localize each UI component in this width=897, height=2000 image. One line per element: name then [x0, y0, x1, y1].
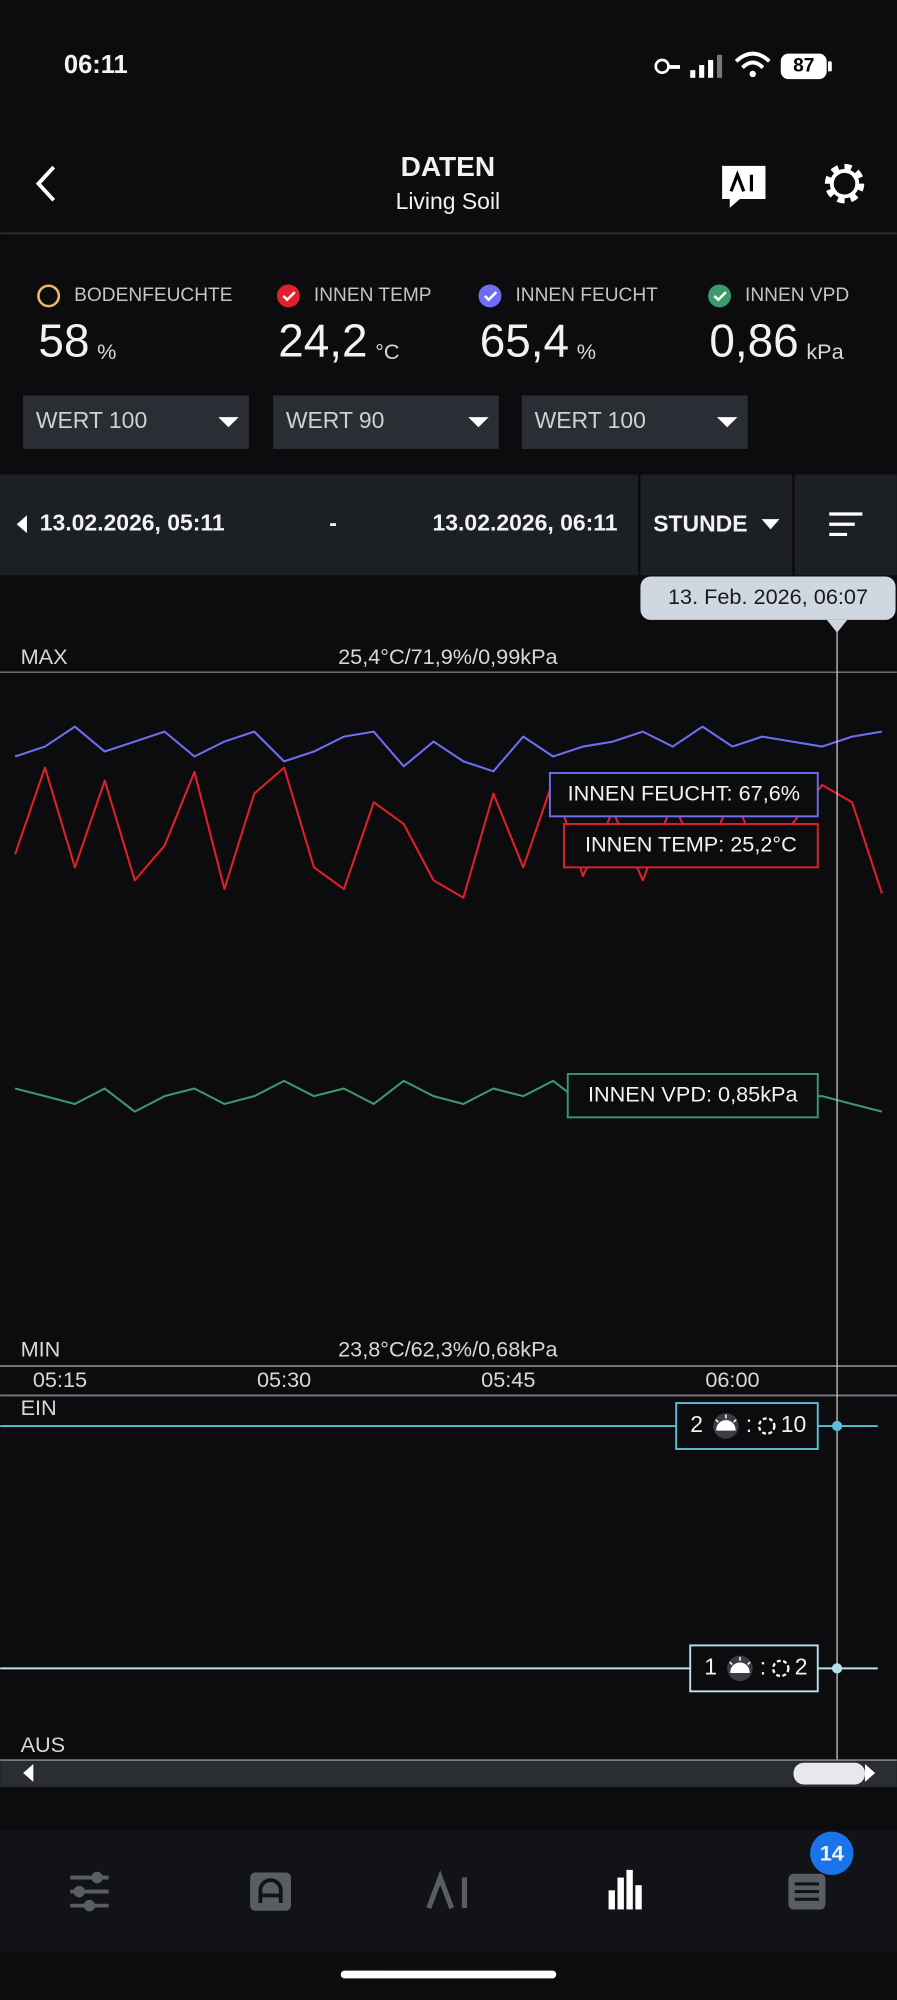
sensor-label: INNEN FEUCHT	[515, 285, 658, 306]
check-mark	[282, 291, 296, 302]
status-time: 06:11	[64, 51, 128, 79]
sensor-value: 24,2	[278, 315, 367, 367]
x-tick-label: 05:15	[33, 1367, 87, 1392]
switch-off: 10	[781, 1411, 807, 1437]
sensor-row: BODENFEUCHTE 58 % INNEN TEMP 24,2 °C INNEN FEU…	[37, 284, 849, 367]
scroll-thumb[interactable]	[793, 1762, 865, 1785]
sensor-label: INNEN TEMP	[314, 285, 432, 306]
cursor-label-box	[640, 576, 896, 620]
dropdown[interactable]	[23, 395, 249, 449]
sensor-label: BODENFEUCHTE	[74, 285, 232, 306]
switch-bottom-label: AUS	[21, 1732, 66, 1757]
cursor-pointer	[826, 619, 848, 633]
sensor-value: 0,86	[709, 315, 798, 367]
min-label: MIN	[21, 1336, 61, 1361]
sensor-toggle[interactable]	[276, 284, 300, 308]
switch-off: 2	[795, 1653, 808, 1679]
series-line	[14, 725, 883, 773]
header-title: DATEN	[401, 151, 496, 182]
date-bar	[0, 474, 897, 576]
tooltip-box	[548, 772, 819, 818]
tooltip-label: INNEN VPD: 0,85kPa	[588, 1081, 799, 1106]
switch-on: 1	[704, 1653, 717, 1679]
sun-rays	[729, 1656, 751, 1673]
timer-icon	[757, 1417, 776, 1435]
sensor-value: 58	[38, 315, 89, 367]
sensor-toggle[interactable]	[708, 284, 732, 308]
dropdown-arrow	[468, 417, 489, 428]
switch-on: 2	[690, 1411, 703, 1437]
nav-ai[interactable]	[426, 1870, 467, 1910]
timer-icon	[771, 1659, 790, 1678]
dropdown-arrow	[218, 417, 239, 428]
nav-automation[interactable]	[250, 1872, 291, 1911]
sensor-unit: kPa	[806, 339, 844, 364]
dropdown-label: WERT 100	[535, 407, 646, 433]
x-tick-label: 05:45	[481, 1367, 535, 1392]
dropdown[interactable]	[521, 395, 748, 449]
battery-level: 87	[793, 55, 814, 76]
scroll-left[interactable]	[23, 1764, 34, 1782]
range-separator: -	[329, 509, 337, 535]
badge-count: 14	[820, 1840, 844, 1865]
max-label: MAX	[21, 644, 68, 669]
max-values: 25,4°C/71,9%/0,99kPa	[338, 644, 558, 669]
sensor-toggle[interactable]	[478, 284, 502, 308]
switch-separator: :	[746, 1411, 752, 1437]
tooltip-box	[566, 1073, 819, 1119]
check-mark	[713, 291, 727, 302]
sensor-unit: %	[577, 339, 596, 364]
dropdown[interactable]	[273, 395, 499, 449]
sensor-value: 65,4	[480, 315, 569, 367]
nav-log[interactable]	[788, 1873, 826, 1910]
dropdown-label: WERT 100	[36, 407, 147, 433]
back-button[interactable]	[35, 165, 56, 202]
dropdown-label: WERT 90	[286, 407, 385, 433]
tooltip-label: INNEN TEMP: 25,2°C	[585, 831, 797, 856]
sensor-toggle[interactable]	[37, 284, 61, 308]
nav-controls[interactable]	[70, 1871, 109, 1912]
tooltip-box	[562, 823, 819, 869]
switch-point	[831, 1663, 843, 1674]
sensor-unit: %	[97, 339, 116, 364]
range-end[interactable]: 13.02.2026, 06:11	[433, 509, 618, 535]
sun-rays	[715, 1414, 737, 1431]
nav-data[interactable]	[608, 1869, 642, 1910]
switch-box	[675, 1402, 819, 1450]
sensor-label: INNEN VPD	[745, 285, 849, 306]
tooltip-label: INNEN FEUCHT: 67,6%	[568, 780, 800, 805]
min-values: 23,8°C/62,3%/0,68kPa	[338, 1336, 558, 1361]
sensor-unit: °C	[375, 339, 399, 364]
switch-separator: :	[760, 1653, 766, 1679]
switch-top-label: EIN	[21, 1395, 57, 1420]
settings-button[interactable]	[824, 163, 865, 204]
sort-button[interactable]	[829, 512, 863, 537]
check-mark	[483, 291, 498, 302]
interval-select[interactable]: STUNDE	[653, 511, 747, 537]
scroll-right[interactable]	[864, 1764, 876, 1782]
chart: MAX 25,4°C/71,9%/0,99kPa MIN 23,8°C/62,3%/0…	[0, 576, 897, 1787]
switch-box	[689, 1644, 819, 1693]
dropdown-arrow	[716, 417, 738, 428]
x-tick-label: 06:00	[705, 1367, 759, 1392]
badge	[810, 1831, 854, 1875]
dropdown-row: WERT 100 WERT 90 WERT 100	[23, 395, 748, 449]
nav-bar	[0, 1830, 897, 1952]
header-subtitle: Living Soil	[396, 188, 501, 214]
cursor-label: 13. Feb. 2026, 06:07	[668, 584, 868, 609]
range-start[interactable]: 13.02.2026, 05:11	[40, 509, 225, 535]
ai-button[interactable]	[722, 165, 766, 208]
dropdown-arrow	[761, 519, 780, 530]
switch-point	[831, 1420, 843, 1432]
prev-button[interactable]	[16, 515, 27, 534]
status-icons	[654, 51, 832, 80]
scrollbar[interactable]	[0, 1761, 897, 1787]
home-indicator	[340, 1970, 557, 1979]
x-tick-label: 05:30	[257, 1367, 311, 1392]
